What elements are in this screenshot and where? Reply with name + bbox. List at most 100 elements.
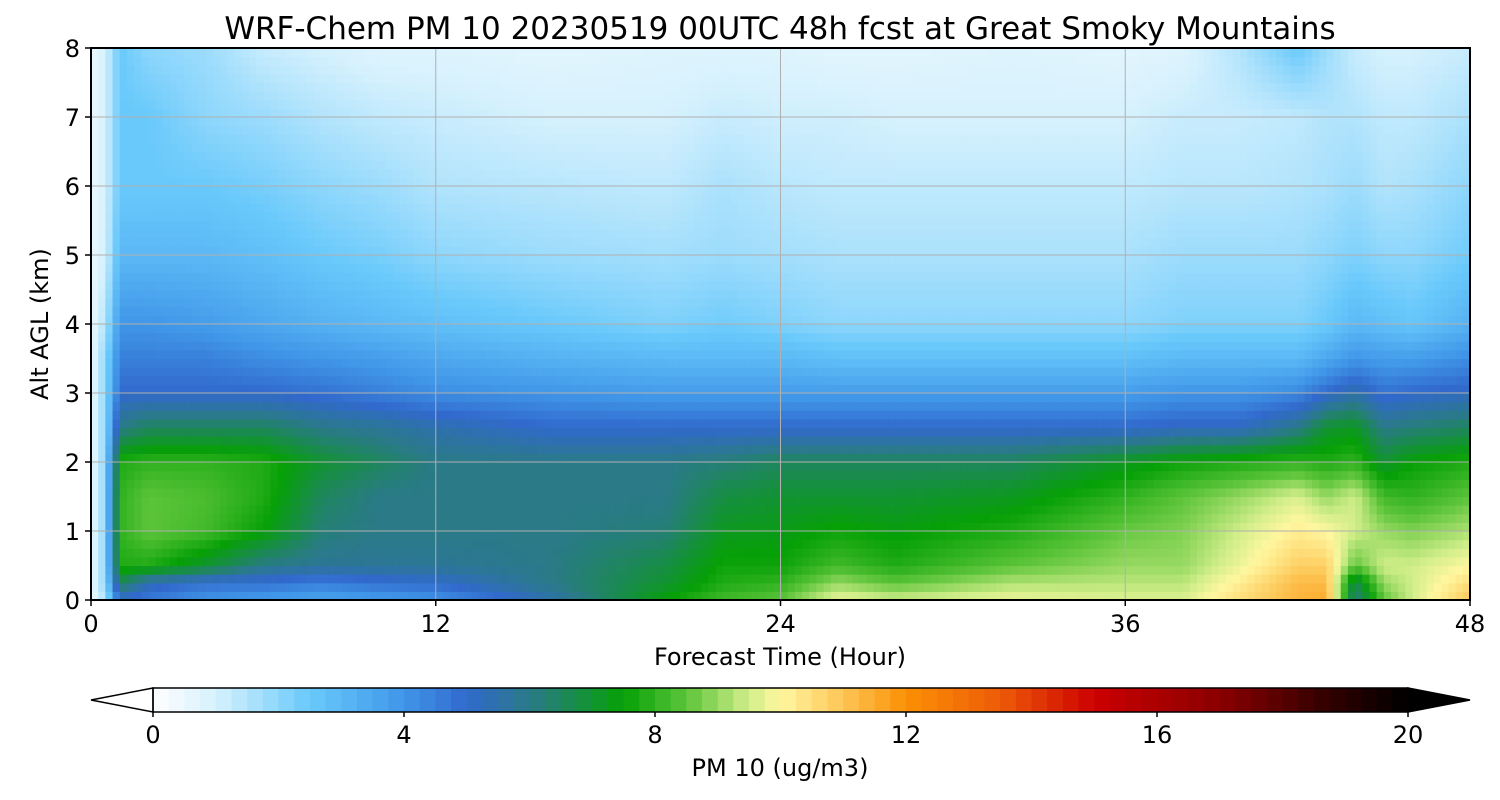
heatmap-cell xyxy=(608,358,616,368)
heatmap-cell xyxy=(608,272,616,282)
heatmap-cell xyxy=(579,444,588,454)
heatmap-cell xyxy=(263,375,272,385)
heatmap-cell xyxy=(141,349,150,360)
heatmap-cell xyxy=(105,375,114,385)
heatmap-cell xyxy=(141,237,150,247)
heatmap-cell xyxy=(378,401,387,411)
heatmap-cell xyxy=(155,168,164,178)
heatmap-cell xyxy=(241,565,250,575)
heatmap-cell xyxy=(442,272,451,282)
heatmap-cell xyxy=(608,177,616,187)
heatmap-cell xyxy=(213,315,221,325)
heatmap-cell xyxy=(98,393,106,403)
heatmap-cell xyxy=(349,591,358,600)
heatmap-cell xyxy=(550,513,559,523)
heatmap-cell xyxy=(478,591,487,600)
heatmap-cell xyxy=(299,470,308,480)
heatmap-cell xyxy=(557,324,566,334)
heatmap-cell xyxy=(227,246,236,256)
heatmap-cell xyxy=(500,349,509,360)
heatmap-cell xyxy=(421,418,430,429)
heatmap-cell xyxy=(328,332,336,342)
heatmap-cell xyxy=(536,496,545,506)
heatmap-cell xyxy=(148,393,157,403)
heatmap-cell xyxy=(586,91,595,101)
heatmap-cell xyxy=(572,574,580,584)
heatmap-cell xyxy=(249,203,257,213)
heatmap-cell xyxy=(105,65,114,75)
heatmap-cell xyxy=(205,496,214,506)
heatmap-cell xyxy=(521,470,530,480)
heatmap-cell xyxy=(636,332,645,342)
heatmap-cell xyxy=(486,539,494,549)
heatmap-cell xyxy=(91,574,99,584)
heatmap-cell xyxy=(378,255,387,265)
heatmap-cell xyxy=(550,255,559,265)
heatmap-cell xyxy=(407,427,415,437)
heatmap-cell xyxy=(550,375,559,385)
heatmap-cell xyxy=(91,427,99,437)
heatmap-cell xyxy=(471,522,480,532)
heatmap-cell xyxy=(306,487,315,498)
heatmap-cell xyxy=(148,453,157,463)
heatmap-cell xyxy=(162,479,171,489)
heatmap-cell xyxy=(277,272,286,282)
heatmap-cell xyxy=(170,401,178,411)
heatmap-cell xyxy=(148,134,157,144)
heatmap-cell xyxy=(385,56,394,66)
heatmap-cell xyxy=(442,324,451,334)
heatmap-cell xyxy=(378,56,387,66)
heatmap-cell xyxy=(622,444,631,454)
heatmap-cell xyxy=(184,237,193,247)
heatmap-cell xyxy=(572,194,580,204)
heatmap-cell xyxy=(392,65,401,75)
heatmap-cell xyxy=(313,358,322,368)
heatmap-cell xyxy=(342,401,351,411)
heatmap-cell xyxy=(328,427,336,437)
heatmap-cell xyxy=(557,211,566,222)
heatmap-cell xyxy=(335,505,343,515)
heatmap-cell xyxy=(557,315,566,325)
heatmap-cell xyxy=(184,591,193,600)
heatmap-cell xyxy=(184,203,193,213)
heatmap-cell xyxy=(105,211,114,222)
heatmap-cell xyxy=(91,565,99,575)
heatmap-cell xyxy=(335,142,343,153)
heatmap-cell xyxy=(385,462,394,472)
heatmap-cell xyxy=(299,73,308,84)
heatmap-cell xyxy=(629,522,638,532)
heatmap-cell xyxy=(270,246,279,256)
heatmap-cell xyxy=(622,108,631,118)
heatmap-cell xyxy=(421,168,430,178)
heatmap-cell xyxy=(105,177,114,187)
heatmap-cell xyxy=(500,203,509,213)
heatmap-cell xyxy=(608,565,616,575)
heatmap-cell xyxy=(629,556,638,567)
heatmap-cell xyxy=(392,522,401,532)
heatmap-cell xyxy=(306,255,315,265)
heatmap-cell xyxy=(557,401,566,411)
heatmap-cell xyxy=(205,168,214,178)
heatmap-cell xyxy=(414,134,422,144)
heatmap-cell xyxy=(126,548,135,558)
heatmap-cell xyxy=(155,479,164,489)
heatmap-cell xyxy=(155,436,164,446)
heatmap-cell xyxy=(579,505,588,515)
heatmap-cell xyxy=(493,513,501,523)
heatmap-cell xyxy=(399,418,408,429)
heatmap-cell xyxy=(378,280,387,291)
heatmap-cell xyxy=(457,160,466,170)
heatmap-cell xyxy=(593,591,602,600)
heatmap-cell xyxy=(500,134,509,144)
heatmap-cell xyxy=(644,142,652,153)
heatmap-cell xyxy=(363,531,372,541)
heatmap-cell xyxy=(126,470,135,480)
heatmap-cell xyxy=(550,487,559,498)
heatmap-cell xyxy=(457,91,466,101)
heatmap-cell xyxy=(543,341,552,351)
heatmap-cell xyxy=(134,539,142,549)
heatmap-cell xyxy=(600,134,609,144)
heatmap-cell xyxy=(162,565,171,575)
heatmap-cell xyxy=(593,479,602,489)
heatmap-cell xyxy=(450,186,458,196)
